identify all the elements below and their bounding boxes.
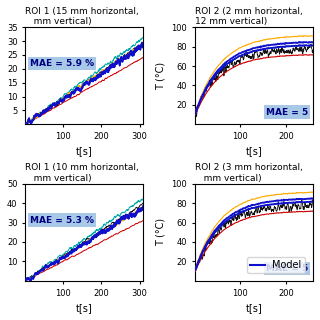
X-axis label: t[s]: t[s]	[246, 303, 262, 313]
Y-axis label: T (°C): T (°C)	[156, 62, 166, 90]
Text: MAE = 5.9 %: MAE = 5.9 %	[30, 59, 94, 68]
Y-axis label: T (°C): T (°C)	[156, 218, 166, 246]
Text: ROI 1 (10 mm horizontal,
   mm vertical): ROI 1 (10 mm horizontal, mm vertical)	[25, 164, 139, 183]
X-axis label: t[s]: t[s]	[246, 147, 262, 156]
X-axis label: t[s]: t[s]	[76, 147, 93, 156]
Legend: Model: Model	[247, 257, 305, 273]
Text: ROI 2 (3 mm horizontal,
   mm vertical): ROI 2 (3 mm horizontal, mm vertical)	[195, 164, 303, 183]
Text: ROI 1 (15 mm horizontal,
   mm vertical): ROI 1 (15 mm horizontal, mm vertical)	[25, 7, 139, 26]
Text: MAE = 5: MAE = 5	[266, 108, 308, 116]
Text: ROI 2 (2 mm horizontal,
12 mm vertical): ROI 2 (2 mm horizontal, 12 mm vertical)	[195, 7, 303, 26]
Text: MAE = 5: MAE = 5	[266, 264, 308, 273]
X-axis label: t[s]: t[s]	[76, 303, 93, 313]
Text: MAE = 5.3 %: MAE = 5.3 %	[30, 216, 94, 225]
